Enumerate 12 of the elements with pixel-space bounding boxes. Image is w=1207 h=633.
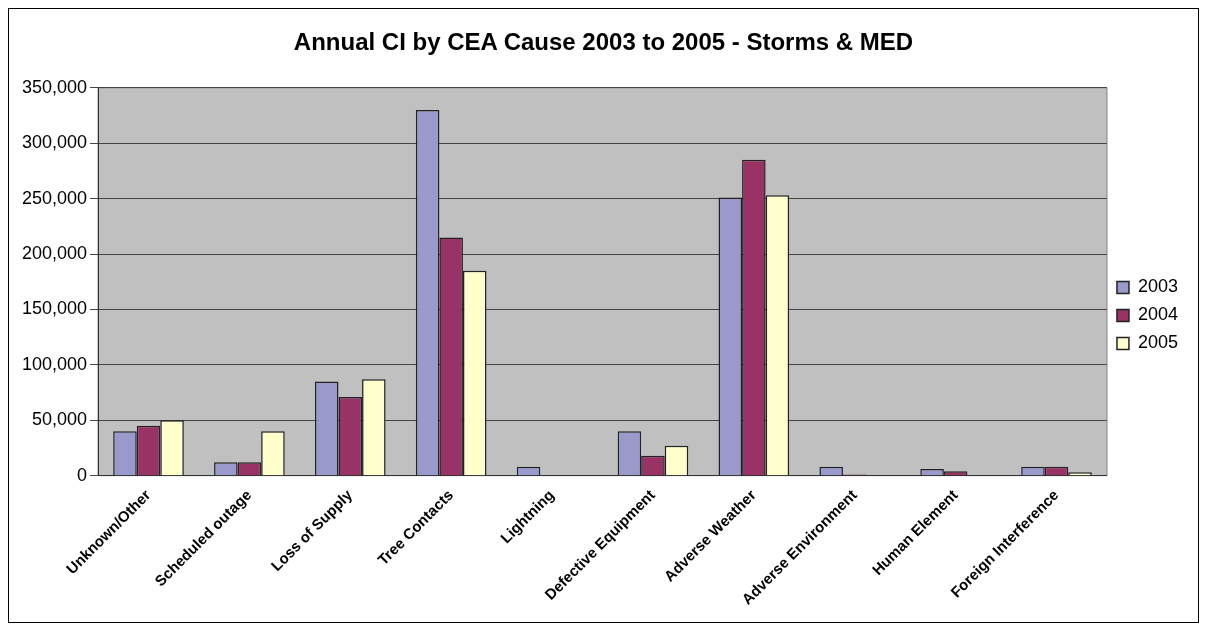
y-tick-label: 100,000 xyxy=(21,353,88,374)
y-tick-label: 200,000 xyxy=(21,242,88,263)
y-tick-label: 250,000 xyxy=(21,187,88,208)
legend-label: 2004 xyxy=(1137,304,1178,325)
y-tick-label: 350,000 xyxy=(21,76,88,97)
y-tick-label: 150,000 xyxy=(21,298,88,319)
y-tick-label: 300,000 xyxy=(21,132,88,153)
chart-title: Annual CI by CEA Cause 2003 to 2005 - Storms & MED xyxy=(293,28,914,56)
y-tick-label: 0 xyxy=(77,464,88,485)
y-tick-label: 50,000 xyxy=(32,409,88,430)
legend-label: 2003 xyxy=(1137,276,1178,297)
legend-label: 2005 xyxy=(1137,332,1178,353)
